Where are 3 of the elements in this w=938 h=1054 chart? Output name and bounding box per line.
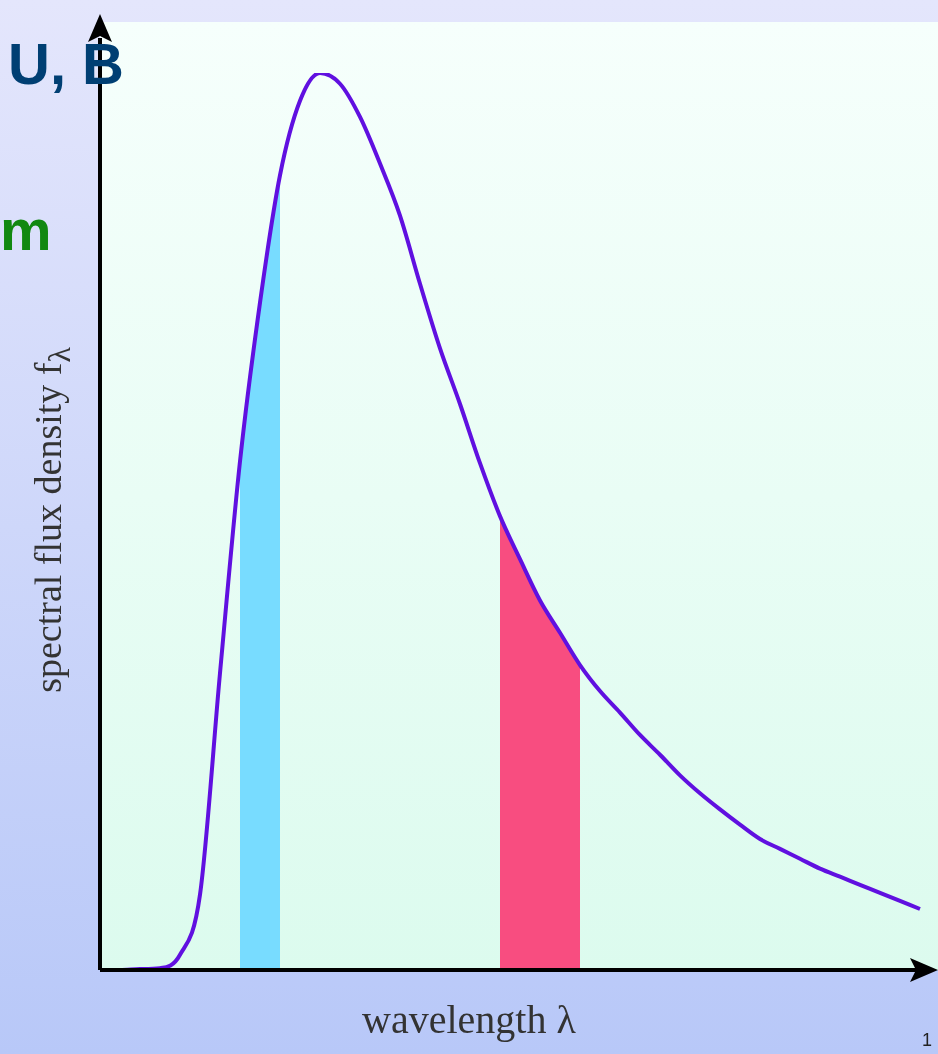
- text: m: [0, 196, 52, 263]
- x-axis-title: wavelength λ: [362, 997, 576, 1042]
- text: 1: [922, 1030, 933, 1051]
